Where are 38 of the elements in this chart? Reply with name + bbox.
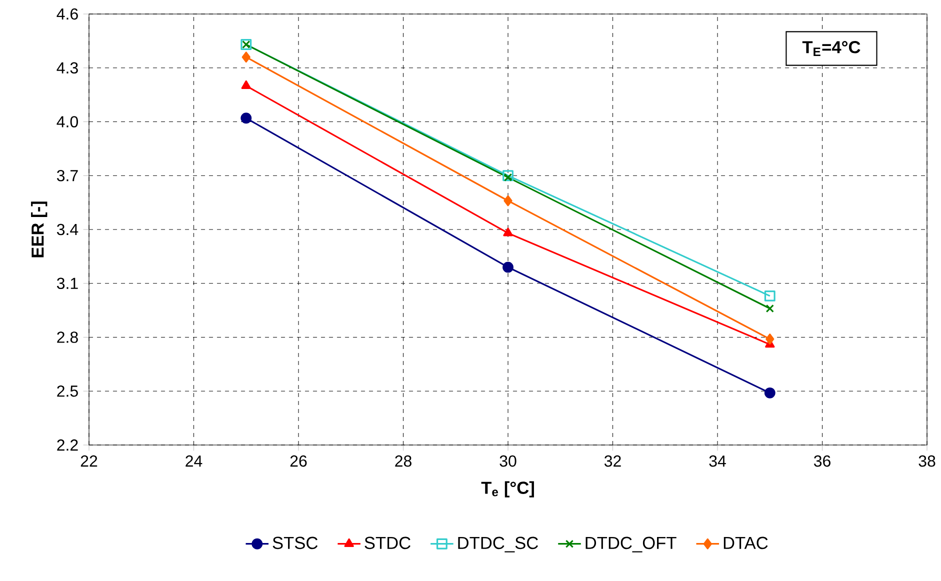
point: [240, 112, 252, 124]
point: [242, 52, 250, 63]
point: [766, 304, 774, 313]
y-tick-label: 4.0: [56, 116, 78, 128]
legend-label: STDC: [364, 536, 410, 550]
x-tick-label: 34: [709, 455, 726, 467]
y-tick-label: 4.6: [56, 8, 78, 20]
point: [502, 262, 514, 273]
point: [764, 290, 776, 302]
annotation: T$_{E}$=4°C: [802, 41, 860, 56]
y-tick-label: 4.3: [56, 62, 78, 74]
x-tick-label: 38: [918, 455, 936, 467]
point: [241, 80, 251, 89]
x-axis-title: T$_{e}$ [°C]: [481, 481, 534, 498]
y-tick-label: 2.2: [57, 439, 78, 451]
y-tick-label: 3.4: [56, 224, 78, 236]
y-axis-title: EER [-]: [31, 202, 48, 258]
y-tick-label: 2.5: [57, 385, 78, 397]
legend-label: DTAC: [724, 536, 768, 550]
point: [766, 334, 774, 345]
y-tick-label: 3.1: [56, 278, 78, 290]
point: [764, 387, 776, 398]
x-tick-label: 24: [186, 455, 202, 467]
point: [502, 170, 514, 182]
point: [504, 173, 512, 182]
point: [504, 195, 512, 206]
legend-label: DTDC_OFT: [586, 536, 676, 552]
legend-label: STSC: [272, 536, 318, 550]
point: [503, 228, 513, 236]
x-tick-label: 26: [290, 455, 307, 467]
x-tick-label: 30: [500, 455, 516, 467]
x-tick-label: 36: [814, 455, 830, 467]
x-tick-label: 28: [395, 455, 412, 467]
x-tick-label: 22: [80, 455, 98, 467]
y-tick-label: 2.8: [57, 332, 78, 343]
x-tick-label: 32: [604, 455, 621, 467]
y-tick-label: 3.7: [56, 170, 78, 182]
legend-label: DTDC_SC: [458, 536, 538, 552]
